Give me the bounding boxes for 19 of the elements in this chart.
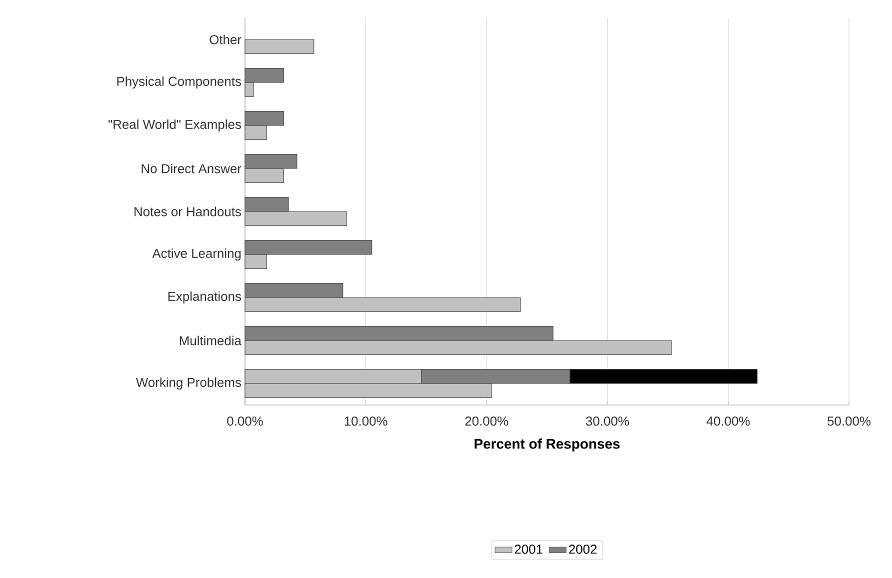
- y-tick-label: Other: [210, 34, 242, 44]
- y-tick-label: Explanations: [168, 291, 242, 304]
- y-tick-label: Active Learning: [152, 248, 241, 261]
- y-tick-label: Multimedia: [180, 336, 242, 346]
- y-tick-label: No Direct Answer: [142, 164, 242, 174]
- x-tick-label: 40.00%: [706, 416, 750, 426]
- x-tick-label: 30.00%: [586, 416, 629, 426]
- y-tick-label: Physical Components: [117, 76, 241, 89]
- legend-label: 2002: [569, 544, 597, 554]
- x-axis-title: Percent of Responses: [474, 438, 620, 452]
- x-tick-label: 50.00%: [828, 416, 871, 426]
- y-tick-label: Working Problems: [136, 377, 241, 390]
- legend-label: 2001: [514, 544, 542, 554]
- x-tick-label: 10.00%: [344, 416, 388, 426]
- bar: [244, 39, 314, 54]
- x-tick-label: 20.00%: [465, 416, 508, 426]
- x-tick-label: 0.00%: [227, 416, 263, 426]
- y-tick-label: Notes or Handouts: [134, 206, 241, 216]
- y-tick-label: "Real World" Examples: [108, 119, 241, 132]
